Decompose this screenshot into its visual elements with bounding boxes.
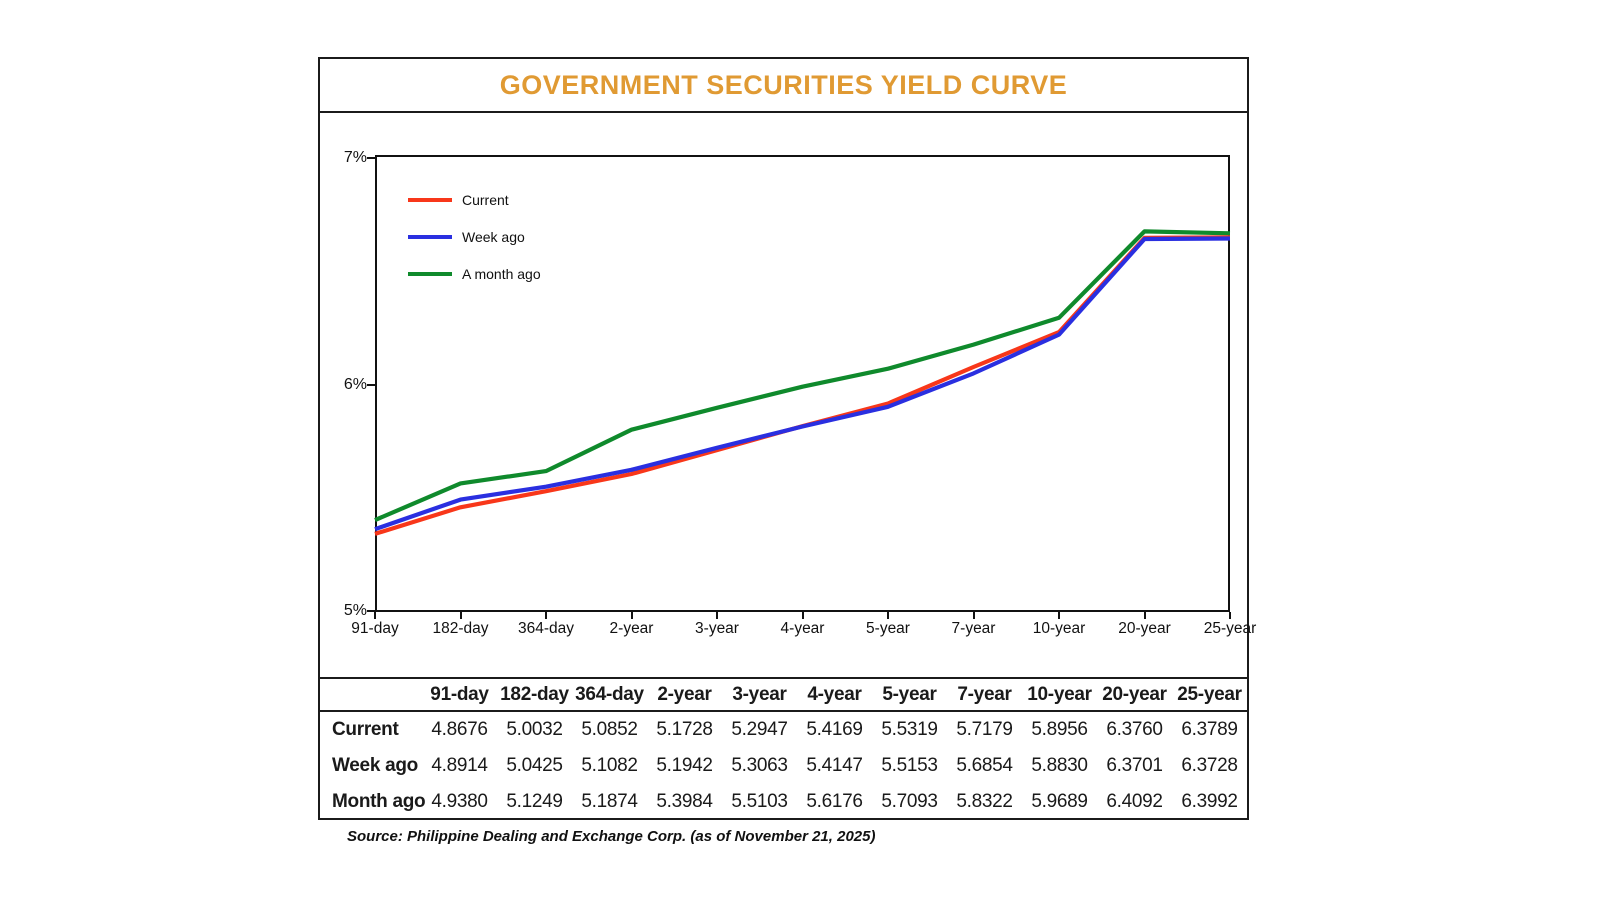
table-row: Current 4.8676 5.0032 5.0852 5.1728 5.2947 5.4… xyxy=(320,712,1247,748)
table-value-cell: 5.8322 xyxy=(956,791,1013,812)
table-row-label: Current xyxy=(332,719,399,740)
table-value-cell: 5.8956 xyxy=(1031,719,1088,740)
table-row-label: Week ago xyxy=(332,755,418,776)
table-value-cell: 5.1942 xyxy=(656,755,713,776)
y-axis-tick xyxy=(367,384,375,386)
table-value-cell: 6.3992 xyxy=(1181,791,1238,812)
table-value-cell: 5.1874 xyxy=(581,791,638,812)
x-axis-tick-label: 182-day xyxy=(432,620,489,637)
table-row: Month ago 4.9380 5.1249 5.1874 5.3984 5.5103 5… xyxy=(320,784,1247,820)
table-value-cell: 5.8830 xyxy=(1031,755,1088,776)
table-value-cell: 5.0032 xyxy=(506,719,563,740)
table-value-cell: 6.4092 xyxy=(1106,791,1163,812)
x-axis-tick-label: 4-year xyxy=(780,620,825,637)
table-value-cell: 5.6854 xyxy=(956,755,1013,776)
x-axis-tick xyxy=(459,612,462,619)
table-column-header: 20-year xyxy=(1102,683,1167,705)
table-column-header: 3-year xyxy=(732,683,787,705)
y-axis-tick xyxy=(367,610,375,612)
table-value-cell: 5.3984 xyxy=(656,791,713,812)
table-column-header: 7-year xyxy=(957,683,1012,705)
legend-item: Current xyxy=(408,188,541,212)
table-body: Current 4.8676 5.0032 5.0852 5.1728 5.2947 5.4… xyxy=(320,712,1247,820)
table-value-cell: 5.4147 xyxy=(806,755,863,776)
table-value-cell: 5.4169 xyxy=(806,719,863,740)
table-column-header: 25-year xyxy=(1177,683,1242,705)
y-axis-tick-label: 5% xyxy=(343,602,367,619)
table-value-cell: 5.0425 xyxy=(506,755,563,776)
x-axis-tick xyxy=(545,612,547,619)
legend-label: Week ago xyxy=(462,229,525,245)
table-value-cell: 5.1249 xyxy=(506,791,563,812)
table-row: Week ago 4.8914 5.0425 5.1082 5.1942 5.3063 5.… xyxy=(320,748,1247,784)
x-axis-tick xyxy=(1229,612,1231,619)
table-value-cell: 4.9380 xyxy=(431,791,488,812)
table-column-header: 91-day xyxy=(430,683,489,705)
table-value-cell: 5.5319 xyxy=(881,719,938,740)
legend-label: Current xyxy=(462,192,509,208)
x-axis-tick-label: 364-day xyxy=(517,620,574,637)
table-value-cell: 5.1728 xyxy=(656,719,713,740)
table-value-cell: 5.1082 xyxy=(581,755,638,776)
table-value-cell: 5.7179 xyxy=(956,719,1013,740)
table-column-header: 10-year xyxy=(1027,683,1092,705)
x-axis-tick-label: 2-year xyxy=(609,620,654,637)
chart-legend: Current Week ago A month ago xyxy=(408,188,541,299)
table-value-cell: 5.3063 xyxy=(731,755,788,776)
plot-area xyxy=(375,155,1230,612)
x-axis-tick-label: 3-year xyxy=(695,620,739,637)
table-value-cell: 6.3760 xyxy=(1106,719,1163,740)
chart-title: GOVERNMENT SECURITIES YIELD CURVE xyxy=(499,69,1068,100)
table-header-row: 91-day 182-day 364-day 2-year 3-year 4-year 5-… xyxy=(320,679,1247,712)
x-axis-tick xyxy=(801,612,804,619)
table-column-header: 364-day xyxy=(575,683,644,705)
yield-table: 91-day 182-day 364-day 2-year 3-year 4-year 5-… xyxy=(320,677,1247,820)
table-value-cell: 6.3728 xyxy=(1181,755,1238,776)
table-value-cell: 5.5103 xyxy=(731,791,788,812)
legend-line-swatch xyxy=(408,198,452,202)
x-axis-tick xyxy=(1058,612,1060,619)
table-column-header: 4-year xyxy=(807,683,862,705)
table-value-cell: 5.7093 xyxy=(881,791,938,812)
table-value-cell: 6.3789 xyxy=(1181,719,1238,740)
table-value-cell: 5.6176 xyxy=(806,791,863,812)
table-column-header: 182-day xyxy=(500,683,569,705)
y-axis-tick-label: 7% xyxy=(343,149,367,166)
table-value-cell: 5.5153 xyxy=(881,755,938,776)
table-column-header: 5-year xyxy=(882,683,937,705)
table-value-cell: 4.8676 xyxy=(431,719,488,740)
legend-item: A month ago xyxy=(408,262,541,286)
x-axis-tick xyxy=(716,612,718,619)
y-axis-tick xyxy=(367,157,375,159)
series-line-a-month-ago xyxy=(374,229,1231,523)
x-axis-tick xyxy=(972,612,975,619)
table-value-cell: 6.3701 xyxy=(1106,755,1163,776)
y-axis-tick-label: 6% xyxy=(343,376,367,393)
table-value-cell: 5.0852 xyxy=(581,719,638,740)
x-axis-tick-label: 91-day xyxy=(351,620,399,637)
x-axis-tick xyxy=(887,612,889,619)
x-axis-tick xyxy=(1143,612,1146,619)
table-value-cell: 5.9689 xyxy=(1031,791,1088,812)
series-line-week-ago xyxy=(374,236,1231,532)
x-axis-tick xyxy=(374,612,376,619)
table-column-header: 2-year xyxy=(657,683,712,705)
x-axis-tick-label: 25-year xyxy=(1203,620,1257,637)
table-value-cell: 4.8914 xyxy=(431,755,488,776)
legend-label: A month ago xyxy=(462,266,541,282)
x-axis-tick-label: 10-year xyxy=(1032,620,1086,637)
x-axis-tick-label: 5-year xyxy=(866,620,910,637)
legend-line-swatch xyxy=(408,272,452,276)
table-row-label: Month ago xyxy=(332,791,426,812)
legend-line-swatch xyxy=(408,235,452,239)
yield-curve-lines xyxy=(374,229,1231,536)
x-axis-tick-label: 20-year xyxy=(1118,620,1171,637)
panel-title-bar: GOVERNMENT SECURITIES YIELD CURVE xyxy=(320,59,1247,113)
source-note: Source: Philippine Dealing and Exchange … xyxy=(347,828,876,845)
table-value-cell: 5.2947 xyxy=(731,719,788,740)
legend-item: Week ago xyxy=(408,225,541,249)
x-axis-tick xyxy=(630,612,633,619)
x-axis-tick-label: 7-year xyxy=(951,620,996,637)
